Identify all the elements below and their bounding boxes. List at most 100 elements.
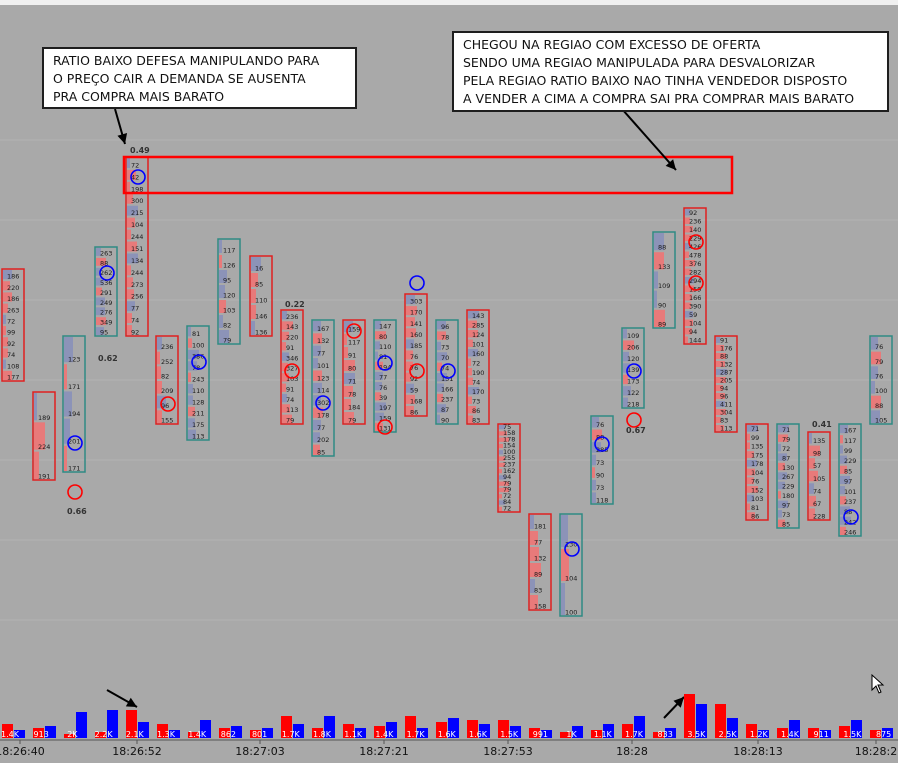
cell-value: 113 bbox=[192, 433, 204, 441]
cell-volume-bar bbox=[561, 515, 568, 547]
candle-body bbox=[590, 415, 614, 505]
cell-volume-bar bbox=[219, 240, 222, 253]
cell-value: 229 bbox=[844, 457, 856, 465]
cell-volume-bar bbox=[344, 334, 347, 345]
cell-value: 184 bbox=[348, 404, 360, 412]
cell-volume-bar bbox=[840, 475, 850, 485]
ratio-label: 0.49 bbox=[130, 146, 150, 155]
buy-volume-bar bbox=[262, 728, 273, 738]
cell-value: 83 bbox=[472, 417, 480, 425]
cell-value: 79 bbox=[782, 435, 790, 443]
cell-volume-bar bbox=[406, 361, 413, 371]
cell-value: 158 bbox=[503, 429, 515, 437]
cell-volume-bar bbox=[499, 450, 503, 455]
candle-body bbox=[528, 513, 552, 611]
sell-volume-bar bbox=[2, 724, 13, 738]
cell-value: 120 bbox=[627, 355, 639, 363]
cell-volume-bar bbox=[344, 386, 353, 397]
cell-value: 175 bbox=[751, 451, 763, 459]
volume-label: 3.5K bbox=[687, 730, 706, 739]
sell-volume-bar bbox=[436, 722, 447, 738]
cell-value: 302 bbox=[317, 399, 329, 407]
cell-value: 228 bbox=[813, 513, 825, 521]
arrow-head bbox=[665, 159, 676, 170]
cell-volume-bar bbox=[313, 432, 320, 443]
candle-body bbox=[745, 423, 769, 521]
cell-volume-bar bbox=[3, 303, 8, 313]
cell-volume-bar bbox=[96, 277, 104, 286]
cell-volume-bar bbox=[282, 383, 286, 392]
cell-value: 349 bbox=[100, 319, 112, 327]
cell-volume-bar bbox=[778, 500, 788, 509]
cell-value: 185 bbox=[410, 342, 422, 350]
cell-volume-bar bbox=[747, 512, 755, 519]
cell-volume-bar bbox=[96, 307, 105, 316]
cell-value: 178 bbox=[503, 435, 515, 443]
cell-value: 95 bbox=[223, 277, 231, 285]
cell-volume-bar bbox=[716, 401, 725, 407]
cell-volume-bar bbox=[592, 479, 596, 491]
cell-value: 74 bbox=[813, 487, 821, 495]
candle-body bbox=[807, 431, 831, 521]
cell-volume-bar bbox=[251, 289, 256, 303]
sell-volume-bar bbox=[250, 730, 261, 738]
cell-volume-bar bbox=[127, 253, 138, 264]
volume-label: 1.7K bbox=[625, 730, 644, 739]
cell-volume-bar bbox=[685, 285, 694, 292]
cell-value: 85 bbox=[782, 521, 790, 529]
volume-label: 1.6K bbox=[469, 730, 488, 739]
cell-value: 104 bbox=[565, 575, 577, 583]
cell-volume-bar bbox=[3, 359, 6, 369]
big-trade-circle bbox=[409, 275, 425, 291]
cell-value: 237 bbox=[844, 498, 856, 506]
cell-volume-bar bbox=[747, 503, 750, 511]
cell-volume-bar bbox=[685, 336, 688, 343]
cell-volume-bar bbox=[96, 327, 104, 335]
cell-volume-bar bbox=[406, 394, 415, 404]
candle-body bbox=[621, 327, 645, 409]
cell-volume-bar bbox=[468, 339, 473, 347]
cell-value: 91 bbox=[348, 352, 356, 360]
time-label: 18:27:53 bbox=[483, 745, 532, 758]
cell-value: 122 bbox=[627, 389, 639, 397]
cell-value: 97 bbox=[782, 502, 790, 510]
cell-value: 79 bbox=[875, 358, 883, 366]
cell-value: 242 bbox=[844, 518, 856, 526]
big-trade-circle bbox=[688, 234, 704, 250]
cell-volume-bar bbox=[406, 306, 417, 316]
cell-volume-bar bbox=[375, 351, 378, 360]
cell-volume-bar bbox=[840, 445, 843, 454]
cell-value: 71 bbox=[348, 378, 356, 386]
cell-value: 76 bbox=[751, 478, 759, 486]
cell-volume-bar bbox=[778, 491, 781, 499]
time-label: 18:28:13 bbox=[733, 745, 782, 758]
sell-volume-bar bbox=[157, 724, 168, 738]
cell-value: 118 bbox=[596, 497, 608, 505]
cell-value: 74 bbox=[286, 396, 294, 404]
candle-body bbox=[404, 293, 428, 417]
annotation-right-line: A VENDER A CIMA A COMPRA SAI PRA COMPRAR… bbox=[463, 91, 855, 106]
candle-body bbox=[186, 325, 210, 441]
cell-value: 72 bbox=[7, 318, 15, 326]
cell-volume-bar bbox=[685, 234, 692, 241]
footprint-candle bbox=[32, 391, 56, 481]
cell-volume-bar bbox=[623, 374, 628, 385]
sell-volume-bar bbox=[591, 730, 602, 738]
volume-label: 991 bbox=[533, 730, 548, 739]
cell-volume-bar bbox=[716, 337, 720, 343]
cell-value: 243 bbox=[192, 376, 204, 384]
cell-value: 72 bbox=[782, 445, 790, 453]
cell-volume-bar bbox=[654, 233, 664, 251]
cell-value: 110 bbox=[379, 343, 391, 351]
cell-volume-bar bbox=[406, 405, 414, 415]
cell-volume-bar bbox=[406, 350, 413, 360]
cell-volume-bar bbox=[313, 345, 321, 357]
cell-volume-bar bbox=[437, 341, 441, 351]
cell-value: 189 bbox=[38, 414, 50, 422]
cell-value: 178 bbox=[317, 411, 329, 419]
cell-volume-bar bbox=[499, 506, 502, 511]
annotation-left-line: O PREÇO CAIR A DEMANDA SE AUSENTA bbox=[53, 71, 306, 86]
cell-volume-bar bbox=[499, 500, 505, 505]
cell-value: 104 bbox=[751, 469, 763, 477]
